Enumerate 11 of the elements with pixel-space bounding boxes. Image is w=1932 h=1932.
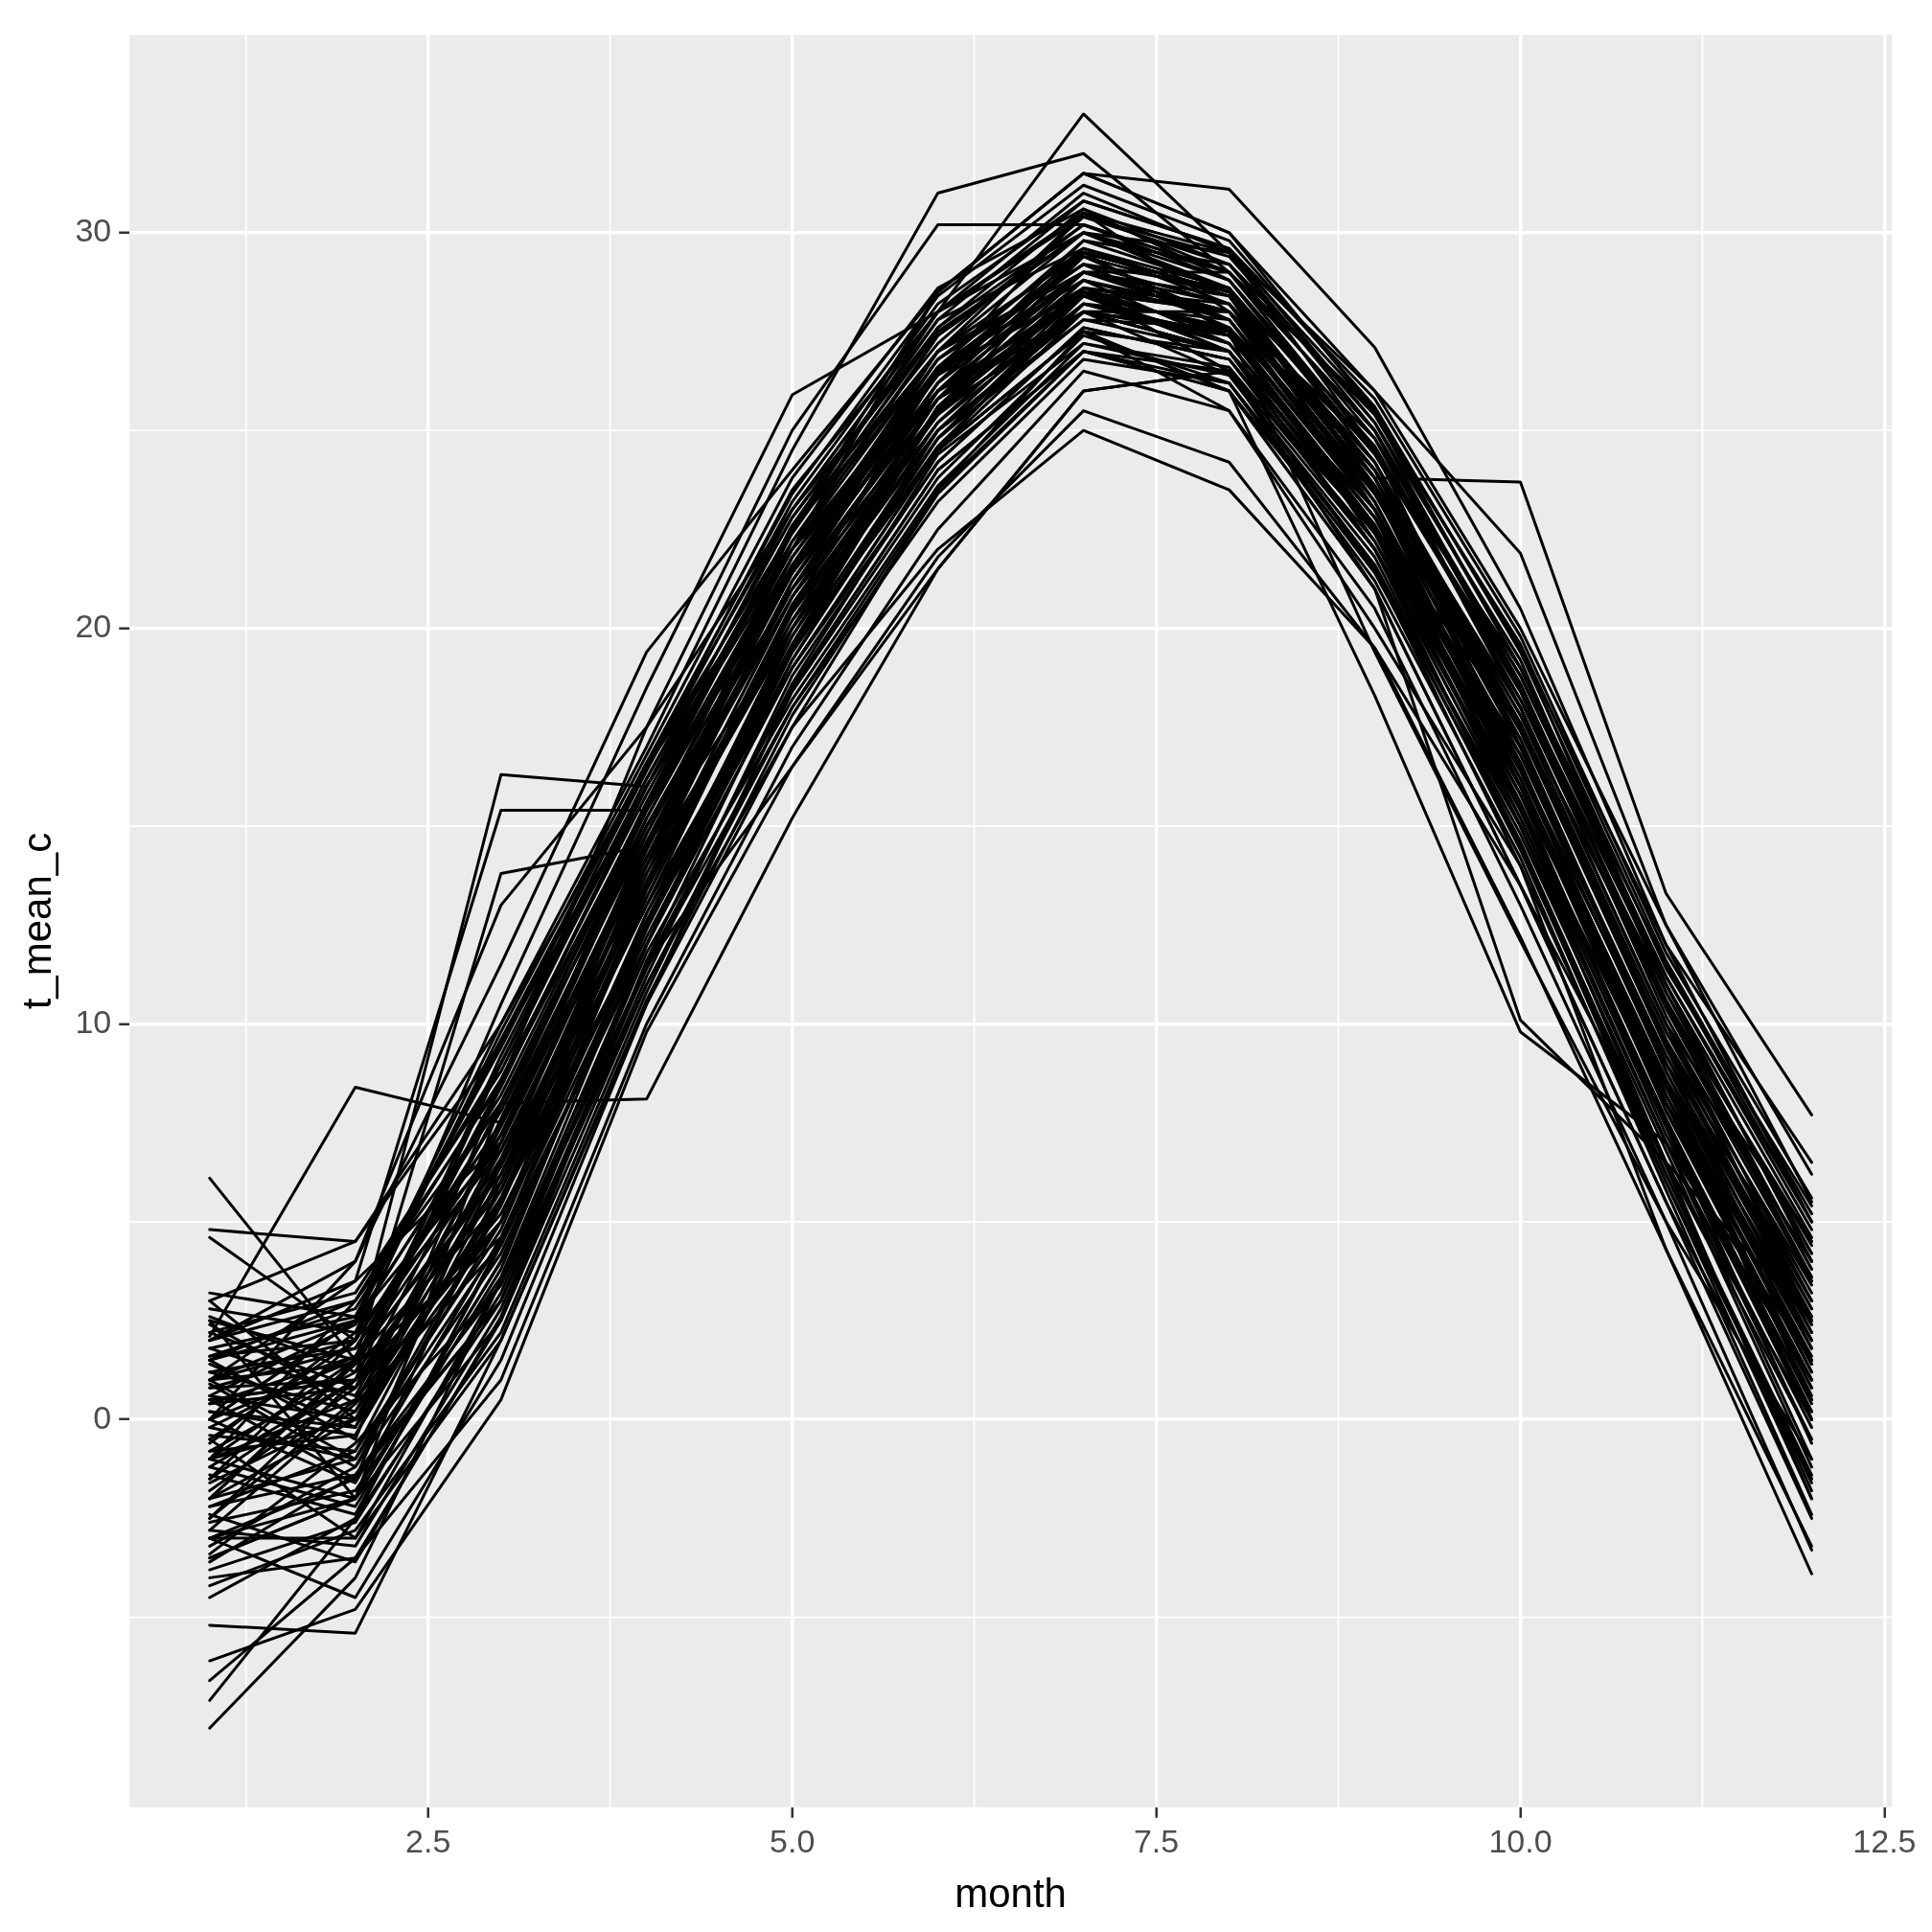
y-tick-label: 10: [75, 1002, 112, 1040]
x-tick-label: 10.0: [1488, 1822, 1552, 1859]
y-tick-label: 0: [93, 1398, 112, 1436]
y-axis-title: t_mean_c: [13, 832, 59, 1010]
y-tick-label: 30: [75, 212, 112, 249]
x-tick-label: 5.0: [770, 1822, 816, 1859]
x-tick-label: 7.5: [1133, 1822, 1180, 1859]
x-tick-label: 12.5: [1852, 1822, 1917, 1859]
y-tick-label: 20: [75, 607, 112, 644]
x-tick-label: 2.5: [405, 1822, 451, 1859]
x-axis-title: month: [954, 1871, 1067, 1917]
